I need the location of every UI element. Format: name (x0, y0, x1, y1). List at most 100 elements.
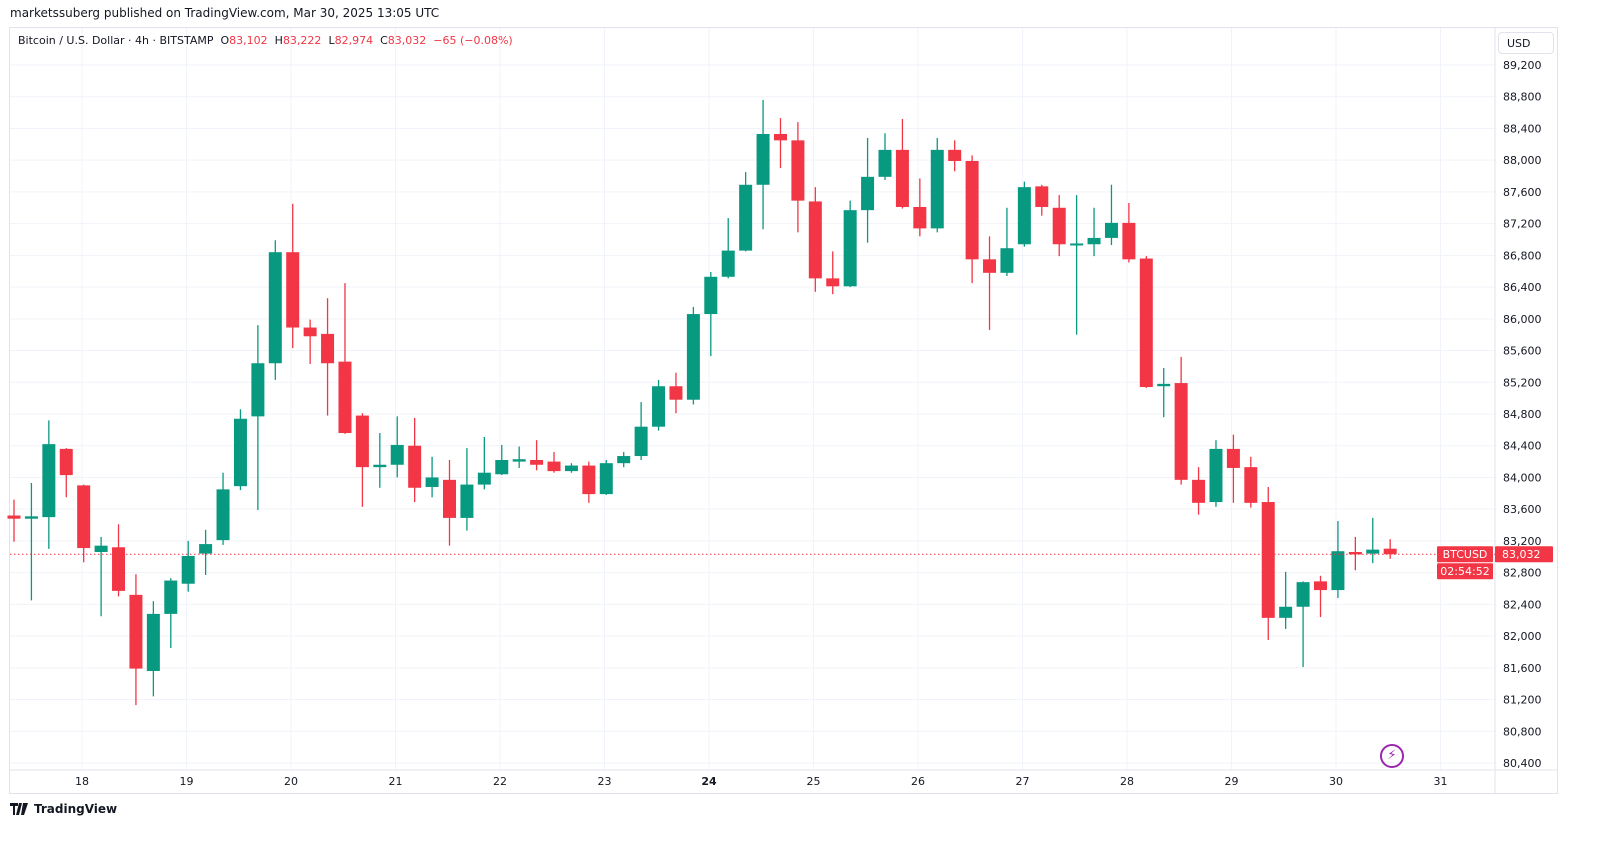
candle-body-down (1052, 207, 1066, 245)
candle-body-up (1104, 222, 1118, 238)
price-tick-label: 82,000 (1503, 630, 1542, 643)
candle-body-up (233, 418, 247, 487)
price-tick-label: 85,200 (1503, 376, 1542, 389)
candle-body-down (129, 594, 143, 669)
low-label: L (328, 34, 335, 47)
last-price-label: 83,032 (1502, 548, 1541, 561)
price-tick-label: 86,000 (1503, 313, 1542, 326)
candle-body-down (1226, 448, 1240, 468)
candle-body-down (355, 415, 369, 468)
candle-body-down (286, 252, 300, 328)
price-tick-label: 88,000 (1503, 154, 1542, 167)
candle-body-up (843, 210, 857, 287)
price-tick-label: 87,200 (1503, 218, 1542, 231)
publish-line: marketssuberg published on TradingView.c… (10, 6, 440, 20)
candle-body-up (599, 463, 613, 495)
candle-body-down (808, 201, 822, 279)
candle-body-down (1244, 467, 1258, 503)
candle-body-up (146, 613, 160, 671)
price-tick-label: 80,400 (1503, 757, 1542, 770)
candle-body-down (112, 547, 126, 591)
time-tick-label: 26 (911, 775, 925, 788)
symbol-title: Bitcoin / U.S. Dollar · 4h · BITSTAMP (18, 34, 214, 47)
candle-body-up (861, 176, 875, 211)
candle-body-up (425, 477, 439, 487)
candle-body-down (1035, 186, 1049, 207)
candle-body-down (1122, 222, 1136, 260)
time-tick-label: 25 (807, 775, 821, 788)
candle-body-up (164, 580, 178, 614)
candle-body-up (756, 134, 770, 185)
candle-countdown: 02:54:52 (1440, 565, 1489, 578)
candle-body-up (460, 484, 474, 518)
candle-body-up (1296, 582, 1310, 607)
candle-body-down (321, 333, 335, 364)
candle-body-down (791, 140, 805, 201)
candle-body-down (895, 149, 909, 207)
candle-body-down (1174, 383, 1188, 480)
candle-body-up (930, 149, 944, 229)
candle-body-down (59, 448, 73, 476)
candle-body-up (721, 250, 735, 277)
candle-body-down (948, 149, 962, 161)
price-tick-label: 83,600 (1503, 503, 1542, 516)
candle-body-down (669, 386, 683, 400)
candle-body-down (1314, 581, 1327, 591)
time-tick-label: 18 (75, 775, 89, 788)
candle-body-up (42, 444, 56, 518)
candle-body-down (77, 485, 91, 549)
candle-body-down (7, 515, 21, 519)
candle-body-down (1192, 479, 1206, 503)
candle-body-up (94, 545, 108, 553)
lightning-icon[interactable]: ⚡ (1380, 744, 1404, 768)
candle-body-up (1209, 448, 1223, 503)
candle-body-up (686, 314, 700, 400)
candle-body-up (564, 465, 578, 472)
candle-body-down (826, 278, 840, 287)
price-tick-label: 86,400 (1503, 281, 1542, 294)
candle-body-down (303, 327, 317, 337)
change-value: −65 (−0.08%) (433, 34, 513, 47)
candle-body-up (24, 516, 38, 519)
symbol-label-bg (1437, 546, 1493, 563)
tradingview-logo-icon (10, 803, 28, 815)
price-tick-label: 88,400 (1503, 122, 1542, 135)
candle-body-down (1383, 548, 1397, 555)
price-tick-label: 89,200 (1503, 59, 1542, 72)
candle-body-down (408, 445, 422, 488)
candle-body-up (1017, 187, 1031, 245)
time-tick-label: 20 (284, 775, 298, 788)
price-tick-label: 84,800 (1503, 408, 1542, 421)
candle-body-up (216, 489, 230, 541)
candle-body-up (477, 472, 491, 485)
candle-body-up (512, 459, 526, 462)
time-tick-label: 27 (1016, 775, 1030, 788)
candle-body-down (1261, 502, 1275, 618)
price-tick-label: 83,200 (1503, 535, 1542, 548)
time-tick-label: 22 (493, 775, 507, 788)
symbol-label: BTCUSD (1443, 548, 1488, 561)
price-tick-label: 88,800 (1503, 91, 1542, 104)
time-tick-label: 29 (1225, 775, 1239, 788)
price-tick-label: 84,400 (1503, 440, 1542, 453)
candle-body-up (1366, 549, 1380, 554)
candle-body-up (1070, 243, 1084, 246)
currency-button[interactable]: USD (1498, 32, 1554, 54)
candle-body-up (1331, 551, 1345, 591)
candle-body-down (338, 361, 352, 434)
time-tick-label: 30 (1329, 775, 1343, 788)
candle-body-up (1087, 237, 1101, 245)
chart-frame (9, 27, 1558, 794)
candle-body-down (1139, 258, 1153, 388)
low-value: 82,974 (334, 34, 374, 47)
candle-body-up (704, 276, 718, 315)
price-tick-label: 81,600 (1503, 662, 1542, 675)
candle-body-down (965, 160, 979, 260)
candle-body-down (913, 206, 927, 229)
footer-brand-text: TradingView (34, 802, 118, 816)
price-tick-label: 82,400 (1503, 598, 1542, 611)
price-tick-label: 80,800 (1503, 725, 1542, 738)
candle-body-down (1348, 552, 1362, 555)
time-tick-label: 21 (389, 775, 403, 788)
